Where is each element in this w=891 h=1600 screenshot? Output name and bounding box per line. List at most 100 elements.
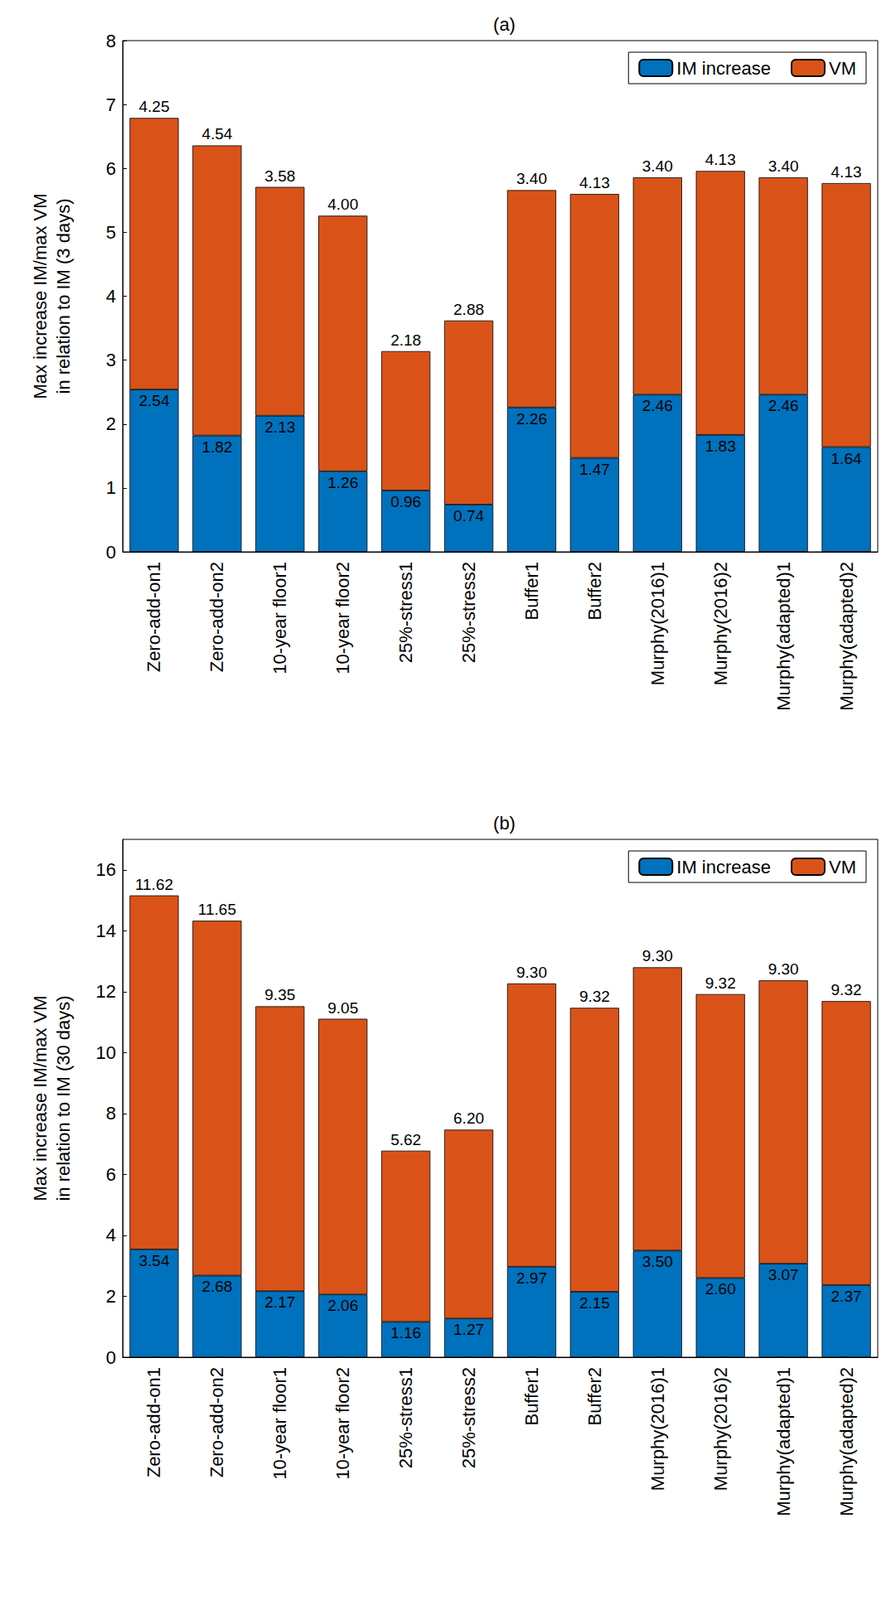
svg-text:12: 12: [96, 981, 117, 1003]
svg-text:1.47: 1.47: [579, 460, 611, 479]
svg-text:2.54: 2.54: [138, 392, 170, 410]
svg-text:16: 16: [96, 859, 117, 881]
svg-text:VM: VM: [828, 58, 857, 79]
svg-text:0: 0: [106, 1347, 117, 1369]
svg-text:Murphy(adapted)1: Murphy(adapted)1: [773, 1367, 795, 1517]
svg-text:4.13: 4.13: [579, 174, 611, 192]
svg-text:3.40: 3.40: [516, 169, 548, 188]
svg-text:10-year floor1: 10-year floor1: [269, 561, 291, 675]
svg-text:9.35: 9.35: [264, 986, 296, 1004]
svg-text:Buffer1: Buffer1: [521, 1367, 543, 1427]
svg-text:3.40: 3.40: [768, 157, 799, 175]
svg-text:Murphy(2016)2: Murphy(2016)2: [710, 561, 732, 686]
svg-text:9.32: 9.32: [705, 974, 737, 993]
svg-text:9.30: 9.30: [642, 947, 674, 965]
svg-text:4.13: 4.13: [705, 150, 737, 169]
svg-text:10-year floor1: 10-year floor1: [269, 1367, 291, 1481]
svg-text:4: 4: [106, 1225, 117, 1246]
svg-text:3.50: 3.50: [642, 1253, 674, 1271]
svg-text:Murphy(2016)1: Murphy(2016)1: [647, 561, 669, 686]
svg-text:6.20: 6.20: [453, 1109, 485, 1128]
svg-text:4.00: 4.00: [327, 195, 359, 214]
svg-text:in relation to IM (3 days): in relation to IM (3 days): [53, 198, 74, 395]
svg-text:1.27: 1.27: [453, 1321, 485, 1339]
svg-text:2: 2: [106, 1286, 117, 1308]
svg-text:2.17: 2.17: [264, 1293, 296, 1312]
svg-text:2.18: 2.18: [390, 331, 422, 349]
svg-text:10-year floor2: 10-year floor2: [332, 561, 354, 675]
svg-text:2.46: 2.46: [642, 397, 674, 415]
svg-text:4.13: 4.13: [831, 163, 862, 181]
svg-text:7: 7: [106, 94, 117, 116]
svg-text:2.46: 2.46: [768, 397, 799, 415]
svg-text:9.32: 9.32: [579, 987, 611, 1006]
svg-text:25%-stress2: 25%-stress2: [458, 561, 480, 664]
svg-text:9.05: 9.05: [327, 999, 359, 1017]
svg-text:IM increase: IM increase: [676, 58, 771, 79]
svg-text:3.40: 3.40: [642, 157, 674, 175]
svg-text:5: 5: [106, 222, 117, 243]
svg-text:2: 2: [106, 413, 117, 435]
svg-text:2.15: 2.15: [579, 1294, 611, 1313]
svg-text:4.54: 4.54: [201, 125, 233, 143]
svg-text:1.82: 1.82: [201, 438, 233, 456]
svg-text:9.32: 9.32: [831, 981, 862, 999]
svg-text:9.30: 9.30: [516, 963, 548, 982]
svg-text:1: 1: [106, 477, 117, 499]
svg-text:3.54: 3.54: [138, 1252, 170, 1270]
svg-text:0.74: 0.74: [453, 507, 485, 525]
svg-text:IM increase: IM increase: [676, 857, 771, 878]
svg-text:3.07: 3.07: [768, 1266, 799, 1284]
svg-text:3.58: 3.58: [264, 167, 296, 185]
svg-text:3: 3: [106, 349, 117, 371]
svg-text:2.26: 2.26: [516, 410, 548, 428]
svg-text:0.96: 0.96: [390, 493, 422, 511]
svg-text:Zero-add-on1: Zero-add-on1: [143, 1367, 165, 1478]
svg-text:Murphy(2016)1: Murphy(2016)1: [647, 1367, 669, 1492]
svg-text:Buffer2: Buffer2: [584, 1367, 606, 1427]
svg-text:1.83: 1.83: [705, 437, 737, 456]
svg-text:in relation to IM (30 days): in relation to IM (30 days): [53, 995, 74, 1201]
svg-text:0: 0: [106, 542, 117, 563]
svg-text:1.16: 1.16: [390, 1324, 422, 1342]
svg-text:25%-stress1: 25%-stress1: [395, 561, 417, 664]
svg-text:Murphy(2016)2: Murphy(2016)2: [710, 1367, 732, 1492]
svg-text:(b): (b): [493, 813, 516, 834]
svg-text:2.97: 2.97: [516, 1269, 548, 1288]
svg-text:2.60: 2.60: [705, 1280, 737, 1298]
svg-text:2.88: 2.88: [453, 300, 485, 319]
svg-text:1.64: 1.64: [831, 450, 862, 468]
svg-text:25%-stress1: 25%-stress1: [395, 1367, 417, 1469]
svg-text:2.37: 2.37: [831, 1288, 862, 1306]
svg-text:1.26: 1.26: [327, 474, 359, 492]
svg-text:10: 10: [96, 1042, 117, 1064]
svg-text:Zero-add-on2: Zero-add-on2: [206, 1367, 228, 1478]
svg-text:9.30: 9.30: [768, 960, 799, 979]
svg-text:10-year floor2: 10-year floor2: [332, 1367, 354, 1481]
svg-text:Max increase IM/max VM: Max increase IM/max VM: [29, 193, 51, 399]
svg-text:Max increase IM/max VM: Max increase IM/max VM: [29, 995, 51, 1201]
svg-text:8: 8: [106, 1103, 117, 1124]
svg-text:6: 6: [106, 1164, 117, 1186]
svg-text:6: 6: [106, 158, 117, 180]
svg-text:14: 14: [96, 920, 117, 942]
svg-text:Buffer1: Buffer1: [521, 561, 543, 621]
svg-text:11.65: 11.65: [198, 900, 237, 919]
svg-text:4: 4: [106, 285, 117, 307]
svg-text:Buffer2: Buffer2: [584, 561, 606, 621]
svg-text:2.68: 2.68: [201, 1278, 233, 1296]
svg-text:(a): (a): [493, 14, 516, 35]
svg-text:25%-stress2: 25%-stress2: [458, 1367, 480, 1469]
svg-text:Murphy(adapted)2: Murphy(adapted)2: [836, 561, 858, 712]
svg-text:Zero-add-on1: Zero-add-on1: [143, 561, 165, 673]
svg-text:VM: VM: [828, 857, 857, 878]
svg-text:11.62: 11.62: [135, 876, 174, 894]
svg-text:4.25: 4.25: [138, 97, 170, 116]
svg-text:Murphy(adapted)1: Murphy(adapted)1: [773, 561, 795, 712]
svg-text:2.13: 2.13: [264, 418, 296, 436]
svg-text:2.06: 2.06: [327, 1297, 359, 1315]
svg-text:8: 8: [106, 30, 117, 52]
svg-text:5.62: 5.62: [390, 1131, 422, 1149]
svg-text:Zero-add-on2: Zero-add-on2: [206, 561, 228, 673]
svg-text:Murphy(adapted)2: Murphy(adapted)2: [836, 1367, 858, 1517]
